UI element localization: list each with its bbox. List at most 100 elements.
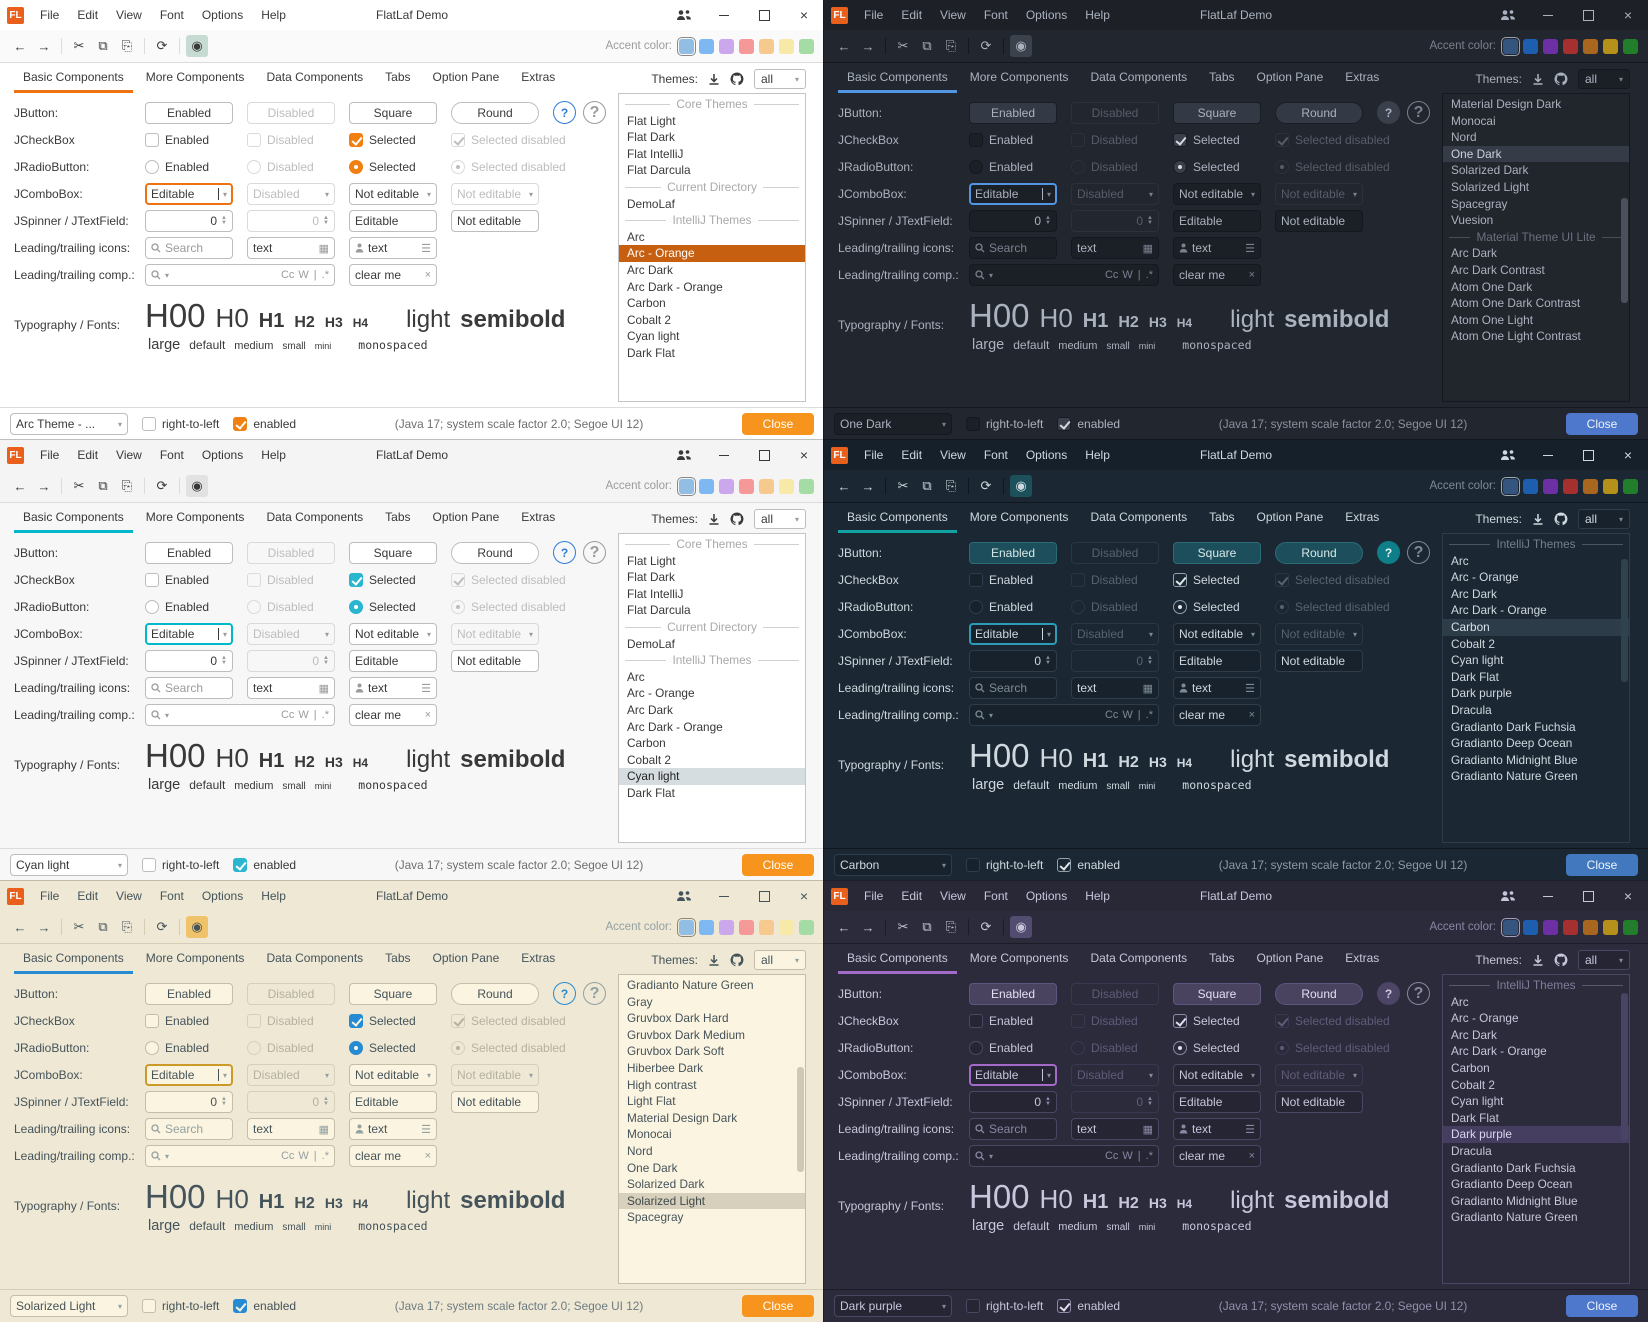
- theme-list-item[interactable]: Arc: [627, 669, 645, 684]
- copy-icon[interactable]: ⧉: [922, 919, 932, 934]
- accent-swatch[interactable]: [677, 36, 696, 56]
- enabled-checkbox[interactable]: enabled: [1057, 417, 1120, 431]
- show-hidden-toggle-eye-icon[interactable]: ◉: [186, 35, 208, 57]
- menu-help[interactable]: Help: [1085, 889, 1110, 903]
- radio-enabled[interactable]: Enabled: [969, 1041, 1057, 1055]
- theme-list-item[interactable]: Arc - Orange: [627, 686, 695, 701]
- chevron-down-icon[interactable]: ▾: [989, 270, 994, 280]
- chevron-down-icon[interactable]: ▾: [1046, 629, 1051, 639]
- accent-swatch[interactable]: [719, 38, 734, 54]
- help-button[interactable]: ?: [553, 541, 576, 564]
- menu-font[interactable]: Font: [159, 889, 184, 903]
- noneditable-combobox[interactable]: Not editable ▾: [349, 1064, 437, 1086]
- theme-list-item[interactable]: Gradianto Midnight Blue: [1451, 752, 1578, 767]
- right-to-left-checkbox[interactable]: right-to-left: [142, 417, 219, 431]
- paste-icon[interactable]: ⎘: [121, 38, 133, 53]
- radio-selected[interactable]: Selected: [1173, 600, 1261, 614]
- help-button[interactable]: ?: [1377, 101, 1400, 124]
- search-input[interactable]: Search: [145, 237, 233, 259]
- radio-enabled[interactable]: Enabled: [145, 160, 233, 174]
- theme-list-item[interactable]: Arc Dark: [627, 262, 673, 277]
- accent-swatch[interactable]: [739, 38, 754, 54]
- themes-filter-combo[interactable]: all ▾: [1578, 69, 1630, 89]
- theme-list-item[interactable]: Flat Darcula: [627, 163, 691, 178]
- theme-list-item[interactable]: Solarized Dark: [1451, 163, 1529, 178]
- match-case-toggle[interactable]: Cc: [280, 269, 295, 281]
- menu-view[interactable]: View: [940, 448, 966, 462]
- theme-list-item[interactable]: Arc Dark - Orange: [1451, 603, 1547, 618]
- user-list-input[interactable]: text ☰: [349, 237, 437, 259]
- scrollbar-thumb[interactable]: [797, 1067, 804, 1173]
- paste-icon[interactable]: ⎘: [121, 919, 133, 934]
- match-case-toggle[interactable]: Cc: [1104, 269, 1119, 281]
- theme-list-item[interactable]: Arc Dark - Orange: [627, 279, 723, 294]
- tab-extras[interactable]: Extras: [521, 70, 556, 84]
- checkbox-box[interactable]: [145, 133, 159, 147]
- checkbox-selected[interactable]: Selected: [1173, 573, 1261, 587]
- search-input[interactable]: Search: [145, 677, 233, 699]
- forward-button[interactable]: →: [37, 38, 51, 54]
- list-icon[interactable]: ☰: [421, 682, 431, 695]
- theme-list-item[interactable]: Vuesion: [1451, 213, 1494, 228]
- editable-textfield[interactable]: Editable: [349, 210, 437, 232]
- enabled-checkbox[interactable]: enabled: [233, 1299, 296, 1313]
- calendar-icon[interactable]: ▦: [318, 682, 329, 695]
- editable-textfield[interactable]: Editable: [349, 1091, 437, 1113]
- list-icon[interactable]: ☰: [1245, 682, 1255, 695]
- menu-file[interactable]: File: [864, 448, 884, 462]
- chevron-down-icon[interactable]: ▾: [165, 710, 170, 720]
- checkbox-selected[interactable]: Selected: [349, 1014, 437, 1028]
- show-hidden-toggle-eye-icon[interactable]: ◉: [186, 916, 208, 938]
- theme-list-item[interactable]: Flat Light: [627, 553, 676, 568]
- theme-list-item[interactable]: Cyan light: [619, 768, 805, 785]
- editable-textfield[interactable]: Editable: [349, 650, 437, 672]
- theme-list-item[interactable]: Gradianto Nature Green: [1451, 769, 1578, 784]
- checkbox-selected[interactable]: Selected: [349, 133, 437, 147]
- paste-icon[interactable]: ⎘: [945, 478, 957, 493]
- match-case-toggle[interactable]: Cc: [280, 1150, 295, 1162]
- enabled-button[interactable]: Enabled: [969, 101, 1057, 124]
- tab-option-pane[interactable]: Option Pane: [1256, 510, 1324, 524]
- enabled-button[interactable]: Enabled: [145, 101, 233, 124]
- spinner[interactable]: 0 ▲ ▼: [969, 1091, 1057, 1113]
- maximize-button[interactable]: [744, 440, 784, 470]
- list-icon[interactable]: ☰: [1245, 1123, 1255, 1136]
- editable-combobox[interactable]: Editable ▾: [969, 1064, 1057, 1086]
- tab-extras[interactable]: Extras: [521, 951, 556, 965]
- forward-button[interactable]: →: [37, 919, 51, 935]
- theme-list-item[interactable]: Arc - Orange: [1451, 570, 1519, 585]
- accent-swatch[interactable]: [1583, 919, 1598, 935]
- regex-toggle[interactable]: .*: [321, 709, 329, 721]
- chevron-down-icon[interactable]: ▾: [165, 1151, 170, 1161]
- search-input[interactable]: Search: [969, 237, 1057, 259]
- accent-swatch[interactable]: [799, 919, 814, 935]
- close-button[interactable]: Close: [1566, 1295, 1638, 1317]
- accent-swatch[interactable]: [1501, 36, 1520, 56]
- checkbox-enabled[interactable]: Enabled: [145, 1014, 233, 1028]
- chevron-down-icon[interactable]: ▾: [1046, 1070, 1051, 1080]
- theme-list-item[interactable]: Arc Dark: [1451, 246, 1497, 261]
- regex-toggle[interactable]: .*: [1145, 1150, 1153, 1162]
- menu-font[interactable]: Font: [159, 448, 184, 462]
- menu-view[interactable]: View: [940, 889, 966, 903]
- whole-word-toggle[interactable]: W: [1122, 709, 1133, 721]
- spinner-arrows[interactable]: ▲ ▼: [1045, 655, 1051, 666]
- search-with-options-input[interactable]: ▾ Cc W | .*: [145, 264, 335, 286]
- checkbox-enabled[interactable]: Enabled: [969, 1014, 1057, 1028]
- menu-file[interactable]: File: [40, 448, 60, 462]
- radio-enabled[interactable]: Enabled: [969, 160, 1057, 174]
- accent-swatch[interactable]: [677, 917, 696, 937]
- spinner-arrows[interactable]: ▲ ▼: [221, 655, 227, 666]
- theme-list-item[interactable]: Carbon: [1443, 618, 1629, 636]
- theme-list-item[interactable]: Monocai: [627, 1127, 672, 1142]
- theme-list-item[interactable]: Arc - Orange: [619, 245, 805, 262]
- chevron-down-icon[interactable]: ▾: [1250, 629, 1255, 639]
- tab-basic-components[interactable]: Basic Components: [14, 505, 133, 533]
- search-input[interactable]: Search: [969, 677, 1057, 699]
- chevron-down-icon[interactable]: ▾: [989, 1151, 994, 1161]
- accent-swatch[interactable]: [699, 38, 714, 54]
- back-button[interactable]: ←: [13, 919, 27, 935]
- menu-help[interactable]: Help: [1085, 8, 1110, 22]
- whole-word-toggle[interactable]: W: [1122, 1150, 1133, 1162]
- show-hidden-toggle-eye-icon[interactable]: ◉: [1010, 916, 1032, 938]
